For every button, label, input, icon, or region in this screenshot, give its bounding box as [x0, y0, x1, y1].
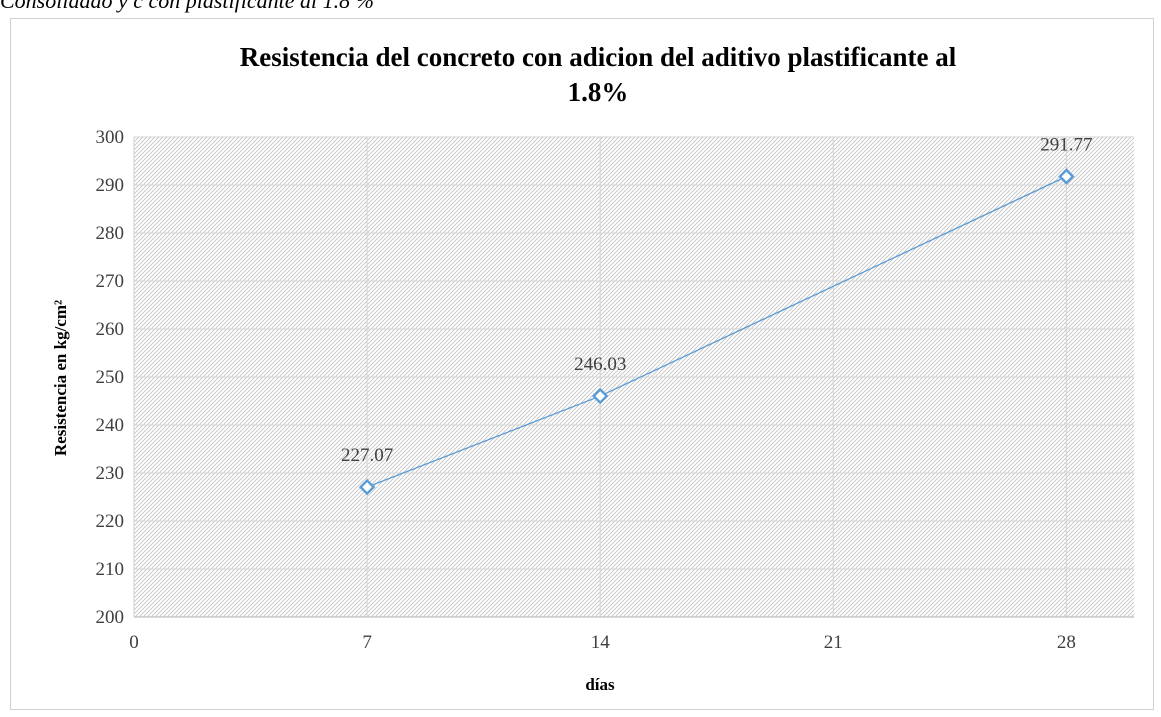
y-tick-label: 280: [96, 223, 125, 244]
y-tick-label: 250: [96, 367, 125, 388]
figure-caption: Consolidado y c con plastificante al 1.8…: [0, 0, 374, 13]
y-tick-label: 200: [96, 607, 125, 628]
x-tick-label: 21: [824, 632, 843, 653]
tick-labels: 200 210 220 230 240 250 260 270 280 290 300 0 7 14 21 2…: [96, 127, 1076, 653]
data-label: 246.03: [574, 354, 626, 375]
data-label: 227.07: [341, 445, 393, 466]
y-tick-label: 210: [96, 559, 125, 580]
y-tick-label: 290: [96, 175, 125, 196]
x-tick-label: 14: [591, 632, 611, 653]
gridlines: [134, 136, 1134, 617]
y-tick-label: 240: [96, 415, 125, 436]
data-point-marker: [1058, 168, 1075, 185]
y-axis-title: Resistencia en kg/cm²: [51, 300, 70, 456]
x-tick-label: 0: [129, 632, 139, 653]
series-group: 227.07 246.03 291.77: [341, 135, 1093, 496]
y-tick-label: 260: [96, 319, 125, 340]
x-tick-label: 28: [1057, 632, 1076, 653]
chart-title-line-2: 1.8%: [568, 77, 629, 107]
y-tick-label: 300: [96, 127, 125, 148]
data-point-marker: [592, 387, 609, 405]
x-tick-label: 7: [362, 632, 372, 653]
y-tick-label: 270: [96, 271, 125, 292]
data-label: 291.77: [1040, 135, 1092, 156]
y-tick-label: 220: [96, 511, 125, 532]
x-axis-title: días: [585, 675, 615, 694]
data-point-marker: [358, 478, 376, 496]
axes: [133, 137, 1134, 618]
y-tick-label: 230: [96, 463, 125, 484]
chart-title-line-1: Resistencia del concreto con adicion del…: [240, 42, 957, 72]
